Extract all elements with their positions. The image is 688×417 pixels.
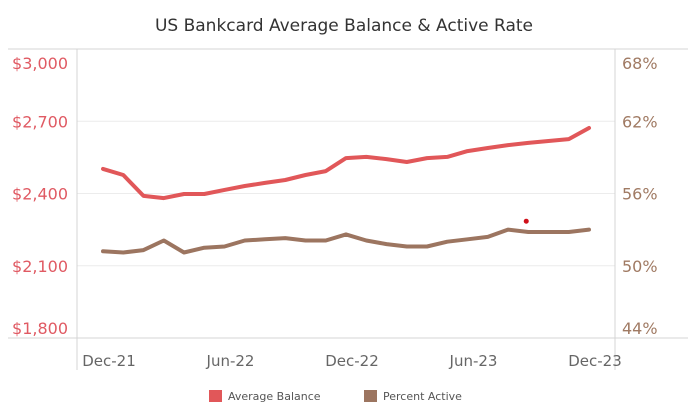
x-tick-label: Dec-21: [82, 352, 136, 370]
left-axis-ticks: $3,000 $2,700 $2,400 $2,100 $1,800: [12, 54, 68, 338]
legend: Average Balance Percent Active: [209, 390, 462, 403]
gridlines: [77, 120, 615, 267]
y-right-tick-label: 68%: [622, 54, 658, 73]
y-left-tick-label: $2,700: [12, 112, 68, 131]
legend-label-percent-active[interactable]: Percent Active: [383, 390, 462, 403]
chart-title: US Bankcard Average Balance & Active Rat…: [155, 16, 533, 36]
y-left-tick-label: $1,800: [12, 319, 68, 338]
series-group: [101, 126, 591, 255]
y-right-tick-label: 56%: [622, 185, 658, 204]
legend-swatch-percent-active: [364, 390, 377, 402]
y-left-tick-label: $3,000: [12, 54, 68, 73]
y-right-tick-label: 50%: [622, 257, 658, 276]
series-line-average-balance: [101, 126, 591, 201]
x-axis-ticks: Dec-21 Jun-22 Dec-22 Jun-23 Dec-23: [82, 352, 622, 370]
x-tick-label: Dec-23: [568, 352, 622, 370]
y-left-tick-label: $2,400: [12, 185, 68, 204]
annotation-marker: [523, 218, 529, 224]
y-right-tick-label: 62%: [622, 112, 658, 131]
y-left-tick-label: $2,100: [12, 257, 68, 276]
legend-swatch-average-balance: [209, 390, 222, 402]
right-axis-ticks: 68% 62% 56% 50% 44%: [622, 54, 658, 338]
x-tick-label: Jun-22: [206, 352, 255, 370]
annotations: [523, 218, 529, 224]
x-tick-label: Dec-22: [325, 352, 379, 370]
series-line-percent-active: [101, 227, 591, 255]
x-tick-label: Jun-23: [449, 352, 498, 370]
legend-label-average-balance[interactable]: Average Balance: [228, 390, 321, 403]
y-right-tick-label: 44%: [622, 319, 658, 338]
